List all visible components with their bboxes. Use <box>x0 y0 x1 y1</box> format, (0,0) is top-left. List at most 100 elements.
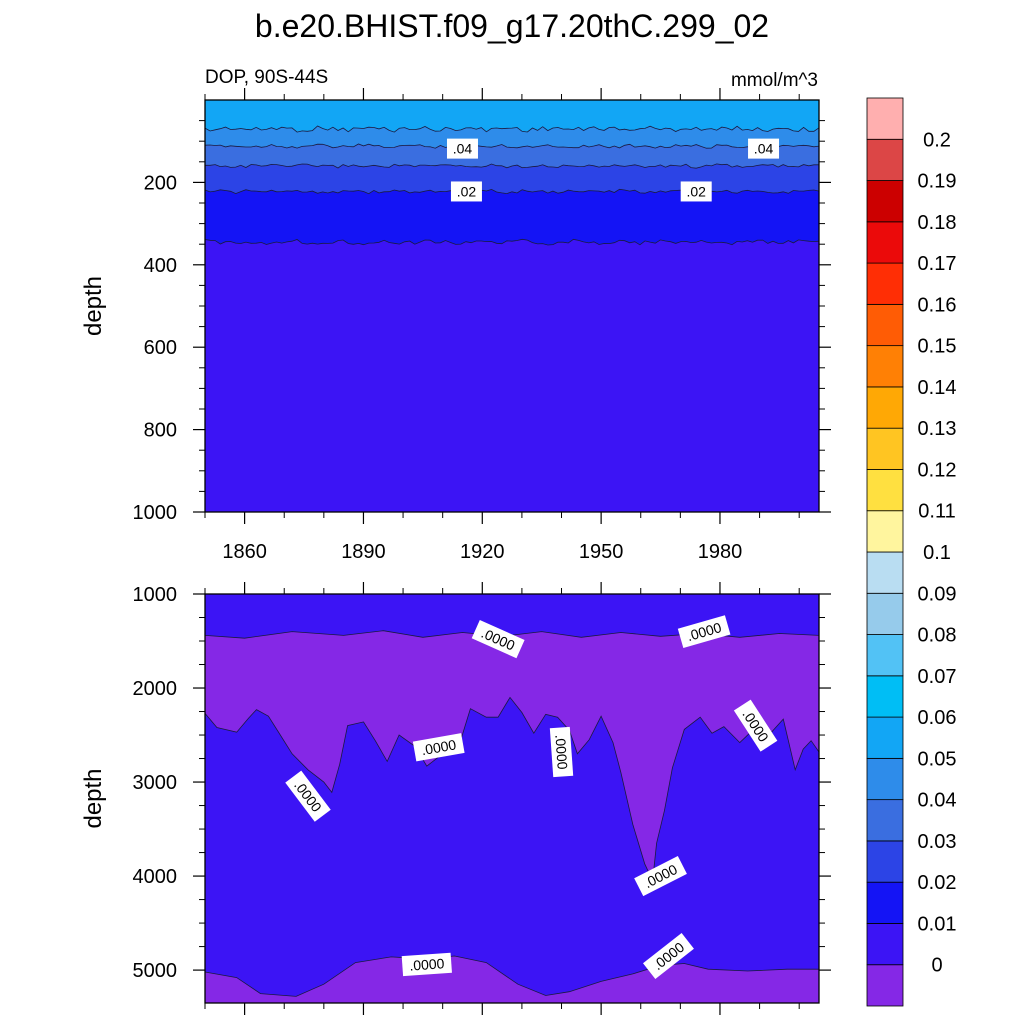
bottom-contour-label-text: .0000 <box>409 955 445 973</box>
top-contour-label-bg <box>680 181 712 202</box>
colorbar-label: 0.16 <box>918 294 957 316</box>
colorbar-box <box>866 386 904 429</box>
top-contour-label-bg <box>450 181 482 202</box>
top-contour-label-bg <box>446 138 478 159</box>
bottom-contour-line <box>204 955 819 997</box>
colorbar-box <box>866 799 904 842</box>
bottom-contour-label-text: .0000 <box>420 736 457 758</box>
top-contour-label-bg <box>748 138 780 159</box>
top-ytick-label: 200 <box>144 172 177 194</box>
top-contour-label-text: .02 <box>457 183 477 199</box>
colorbar-label: 0.17 <box>918 253 957 275</box>
colorbar-label: 0.08 <box>918 625 957 647</box>
colorbar-label: 0.14 <box>918 377 957 399</box>
colorbar-label: 0.03 <box>918 831 957 853</box>
top-panel: .04 .04 .02 .02 200 400 600 800 1000 1860 1890 1920… <box>80 88 831 563</box>
colorbar-box <box>866 345 904 388</box>
top-xtick-label: 1950 <box>579 541 624 563</box>
bottom-contour-label: .0000 <box>401 952 452 977</box>
colorbar-label: 0.02 <box>918 872 957 894</box>
colorbar-box <box>866 510 904 553</box>
bottom-contour-line <box>204 696 820 883</box>
colorbar: 0 0.01 0.02 0.03 0.04 0.05 0.06 0.07 0.08 0.09 0.1… <box>866 97 957 1007</box>
bottom-contour-label-bg <box>471 620 525 659</box>
bottom-ylabel: depth <box>80 768 107 828</box>
colorbar-box <box>866 881 904 924</box>
top-contour-line <box>205 163 819 169</box>
top-band-5 <box>205 239 819 513</box>
colorbar-box <box>866 592 904 635</box>
top-ytick-label: 800 <box>144 420 177 442</box>
colorbar-label: 0.09 <box>918 583 957 605</box>
top-xtick-label: 1920 <box>460 541 505 563</box>
colorbar-box <box>866 97 904 140</box>
colorbar-label: 0.11 <box>918 501 955 523</box>
top-contour-label: .04 <box>446 138 478 159</box>
top-contour-label: .04 <box>748 138 780 159</box>
colorbar-box <box>866 303 904 347</box>
bottom-panel: .0000.0000.0000.0000.0000.0000.0000.0000… <box>80 582 831 1015</box>
top-contour-line <box>204 188 820 195</box>
bottom-contour-label-bg <box>733 699 778 752</box>
colorbar-box <box>866 551 904 594</box>
colorbar-box <box>866 262 904 305</box>
top-contour-line <box>204 143 820 149</box>
colorbar-box <box>866 757 904 801</box>
bottom-contour-label-bg <box>412 733 465 762</box>
bottom-contour-label-text: .0000 <box>552 734 570 770</box>
top-contour-label: .02 <box>680 181 712 202</box>
figure-title: b.e20.BHIST.f09_g17.20thC.299_02 <box>255 8 769 44</box>
colorbar-label: 0.06 <box>918 707 957 729</box>
top-band-1 <box>205 126 819 149</box>
bottom-ytick-label: 2000 <box>133 678 178 700</box>
top-band-2 <box>205 144 819 169</box>
top-ytick-label: 400 <box>144 255 177 277</box>
region-label: DOP, 90S-44S <box>205 67 328 88</box>
colorbar-box <box>866 138 904 181</box>
bottom-upper-band <box>205 594 819 639</box>
colorbar-label: 0.18 <box>918 212 957 234</box>
colorbar-box <box>866 840 904 883</box>
top-band-3 <box>205 163 819 194</box>
colorbar-label: 0.2 <box>923 129 951 151</box>
bottom-contour-label: .0000 <box>677 615 731 648</box>
top-band-0 <box>205 100 819 133</box>
colorbar-box <box>866 964 904 1007</box>
colorbar-box <box>866 634 904 677</box>
colorbar-label: 0.04 <box>918 790 957 812</box>
top-contour-line <box>204 125 820 133</box>
colorbar-label: 0.05 <box>918 748 957 770</box>
bottom-contour-label: .0000 <box>412 733 465 762</box>
colorbar-box <box>866 180 904 223</box>
top-contour-label: .02 <box>450 181 482 202</box>
top-xtick-label: 1980 <box>698 541 743 563</box>
bottom-contour-label-bg <box>401 952 452 977</box>
colorbar-label: 0.1 <box>923 542 951 564</box>
bottom-contour-label-bg <box>285 770 331 822</box>
bottom-ytick-label: 4000 <box>133 866 178 888</box>
colorbar-label: 0.12 <box>918 459 957 481</box>
top-frame <box>204 99 820 513</box>
top-contour-label-text: .04 <box>453 141 473 157</box>
bottom-ytick-label: 1000 <box>133 584 178 606</box>
colorbar-box <box>866 221 904 264</box>
top-contour-line <box>204 238 820 246</box>
top-xtick-label: 1890 <box>341 541 386 563</box>
units-label: mmol/m^3 <box>731 70 818 91</box>
top-ytick-label: 1000 <box>133 502 178 524</box>
bottom-ytick-label: 3000 <box>133 772 178 794</box>
colorbar-label: 0.01 <box>918 913 957 935</box>
bottom-ytick-label: 5000 <box>133 960 178 982</box>
bottom-contour-label-bg <box>549 726 574 778</box>
colorbar-box <box>866 427 904 470</box>
top-ytick-label: 600 <box>144 337 177 359</box>
colorbar-box <box>866 716 904 759</box>
colorbar-label: 0.15 <box>918 336 957 358</box>
bottom-middle-band <box>205 697 819 997</box>
colorbar-label: 0.19 <box>918 171 957 193</box>
top-band-4 <box>205 189 819 245</box>
bottom-contour-label-bg <box>677 615 731 648</box>
top-xtick-label: 1860 <box>222 541 267 563</box>
colorbar-box <box>866 923 904 966</box>
colorbar-label: 0 <box>931 955 942 977</box>
